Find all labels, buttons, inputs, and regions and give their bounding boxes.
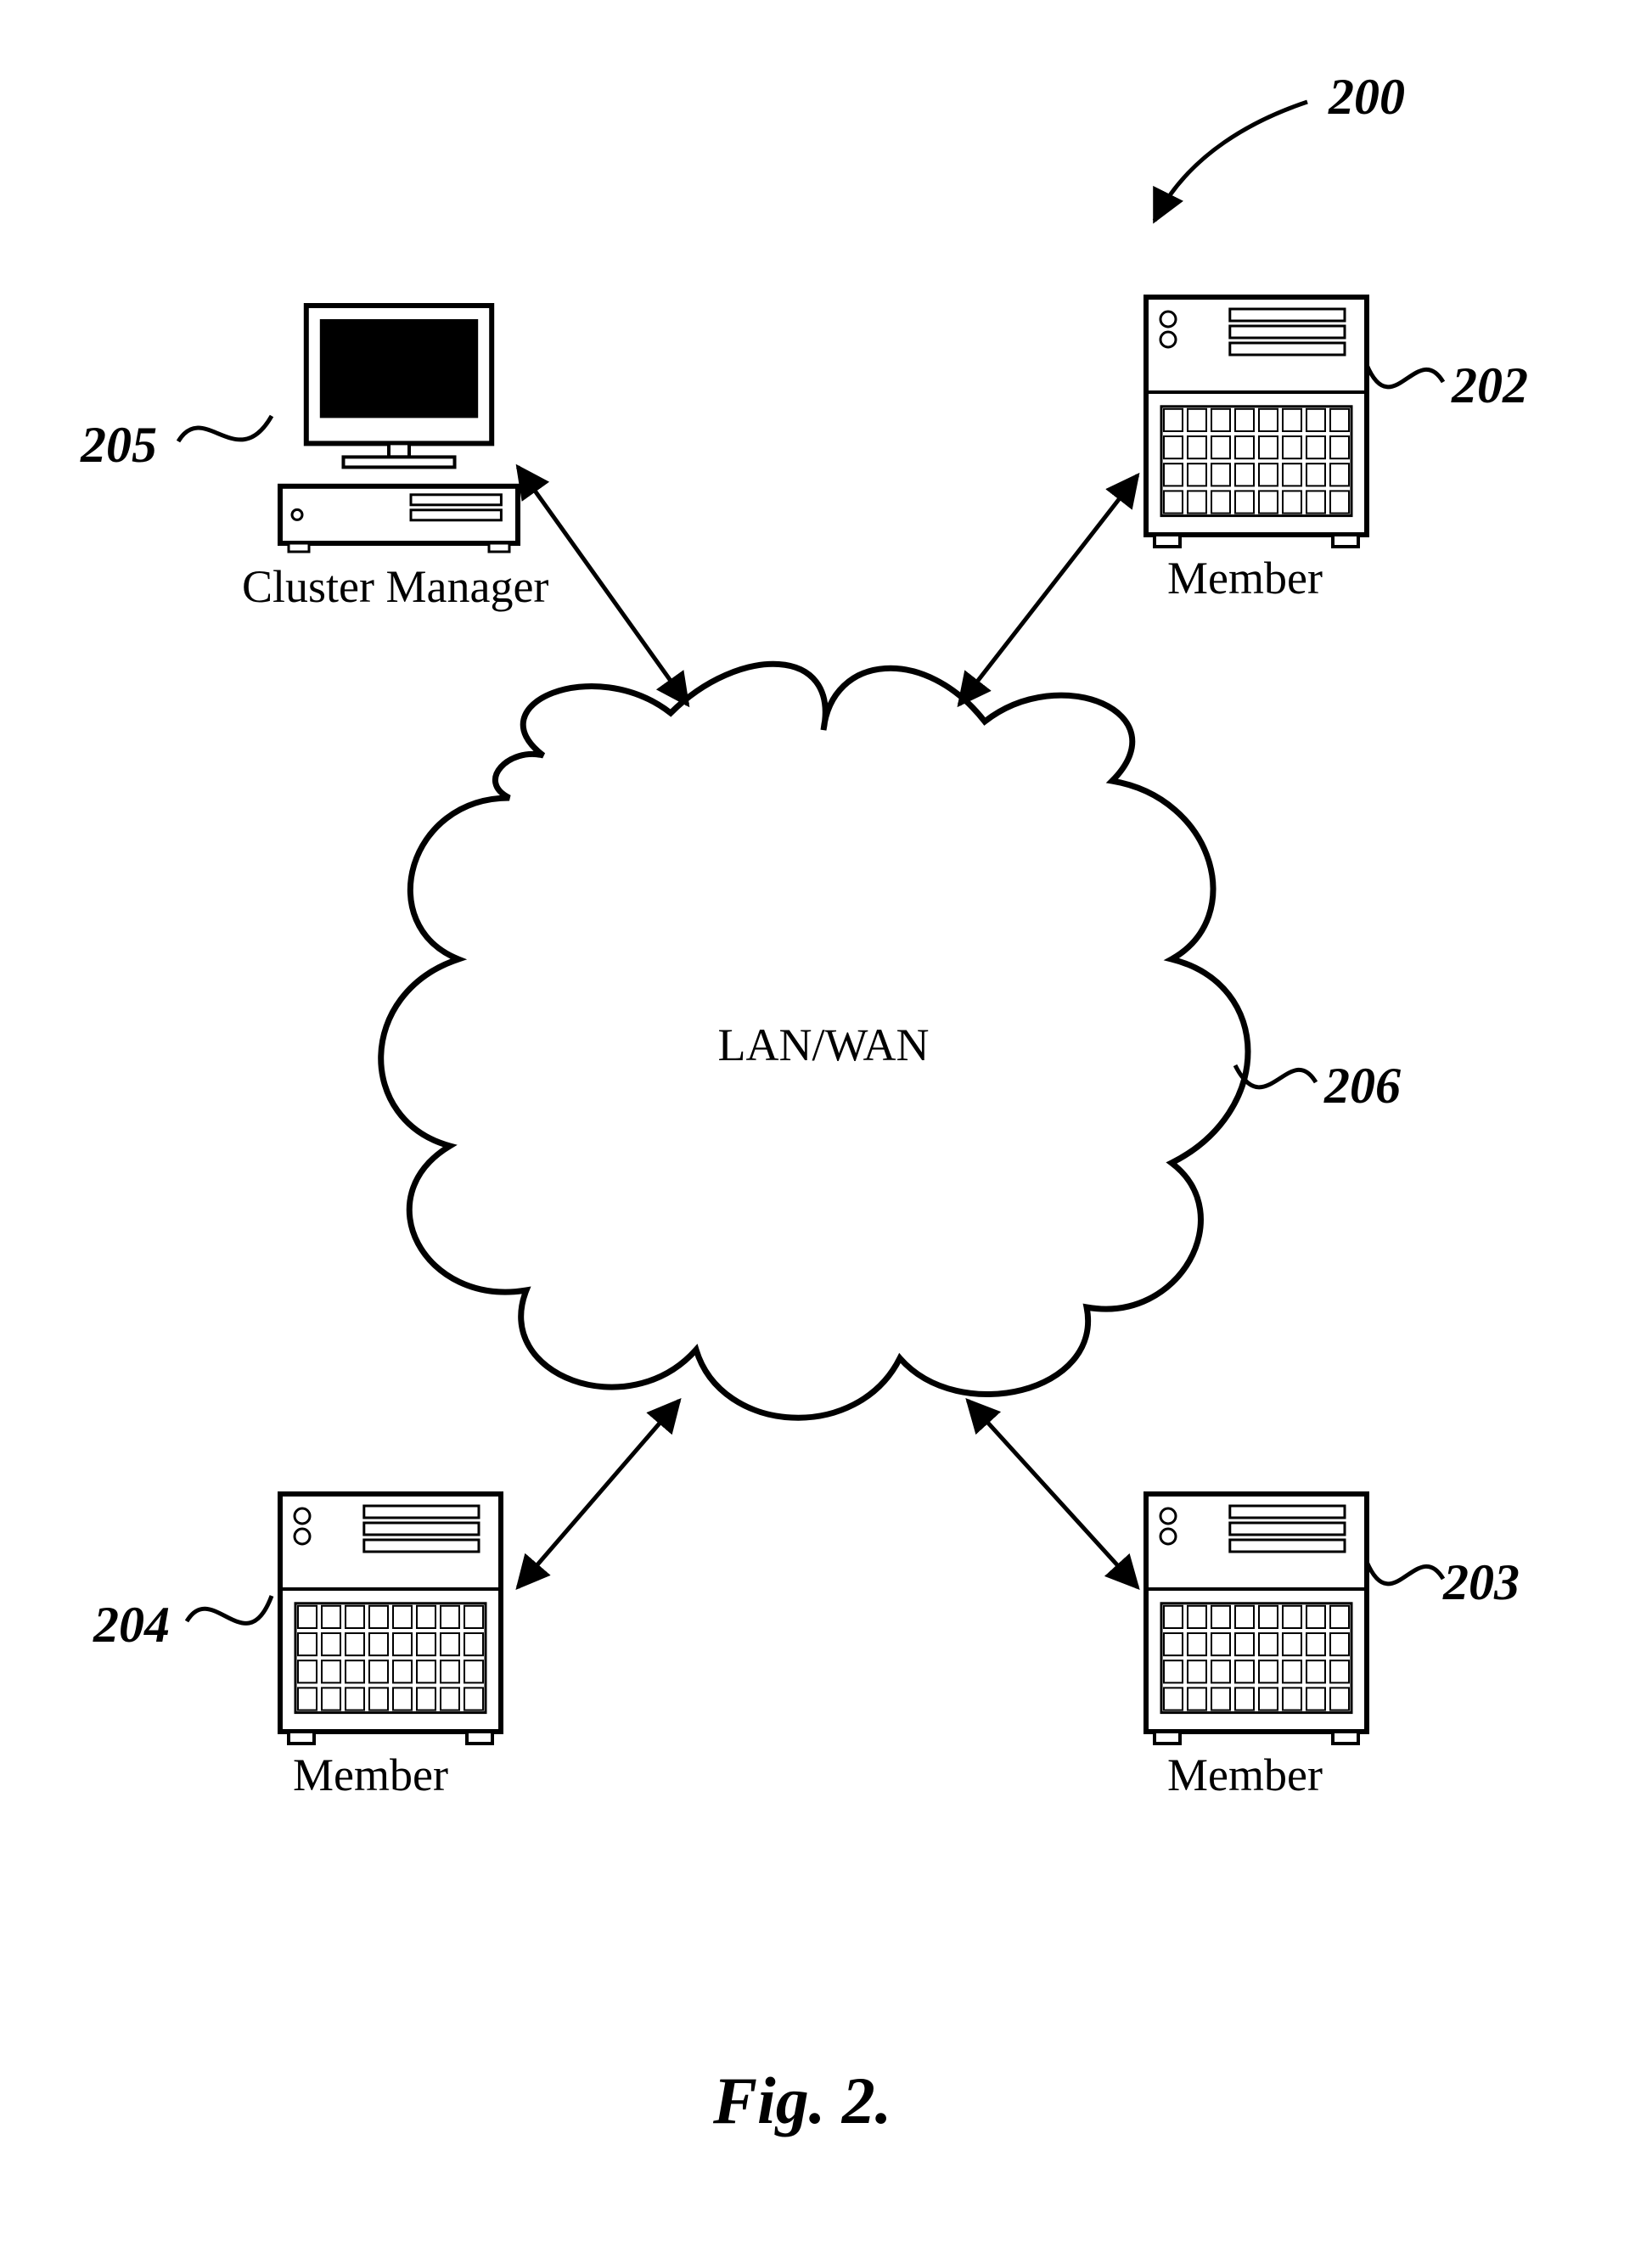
member-tr-label: Member — [1167, 552, 1323, 604]
diagram-svg — [0, 0, 1652, 2252]
figure-ref-arrow — [1155, 102, 1307, 221]
cloud-label: LAN/WAN — [696, 1019, 951, 1071]
member-bl-label: Member — [293, 1749, 448, 1801]
ref-200: 200 — [1329, 68, 1405, 126]
cluster-manager-icon — [280, 306, 518, 552]
member-bottom-left-icon — [280, 1494, 501, 1744]
ref-203: 203 — [1443, 1553, 1520, 1612]
ref-205: 205 — [81, 416, 157, 475]
ref-206: 206 — [1324, 1057, 1401, 1115]
ref-204: 204 — [93, 1596, 170, 1654]
member-bottom-right-icon — [1146, 1494, 1367, 1744]
member-br-label: Member — [1167, 1749, 1323, 1801]
cluster-manager-label: Cluster Manager — [242, 560, 548, 613]
member-top-right-icon — [1146, 297, 1367, 547]
figure-caption: Fig. 2. — [713, 2063, 891, 2139]
ref-202: 202 — [1452, 357, 1528, 415]
diagram-stage: LAN/WAN Cluster Manager Member Member Me… — [0, 0, 1652, 2252]
